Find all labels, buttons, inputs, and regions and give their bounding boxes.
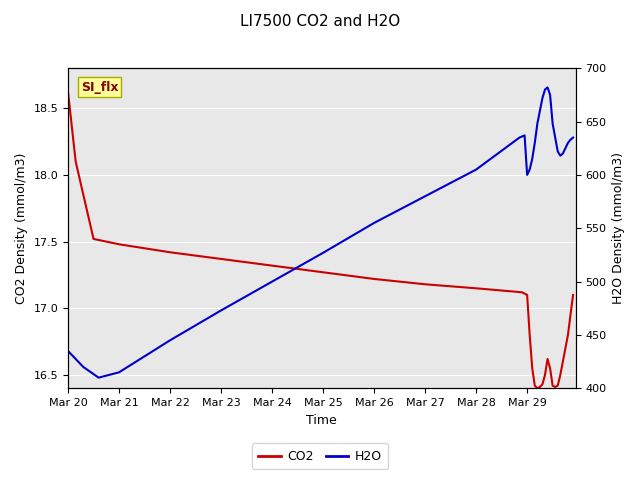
Y-axis label: CO2 Density (mmol/m3): CO2 Density (mmol/m3) bbox=[15, 153, 28, 304]
Y-axis label: H2O Density (mmol/m3): H2O Density (mmol/m3) bbox=[612, 152, 625, 304]
Text: SI_flx: SI_flx bbox=[81, 81, 118, 94]
X-axis label: Time: Time bbox=[307, 414, 337, 427]
Text: LI7500 CO2 and H2O: LI7500 CO2 and H2O bbox=[240, 14, 400, 29]
Legend: CO2, H2O: CO2, H2O bbox=[252, 444, 388, 469]
